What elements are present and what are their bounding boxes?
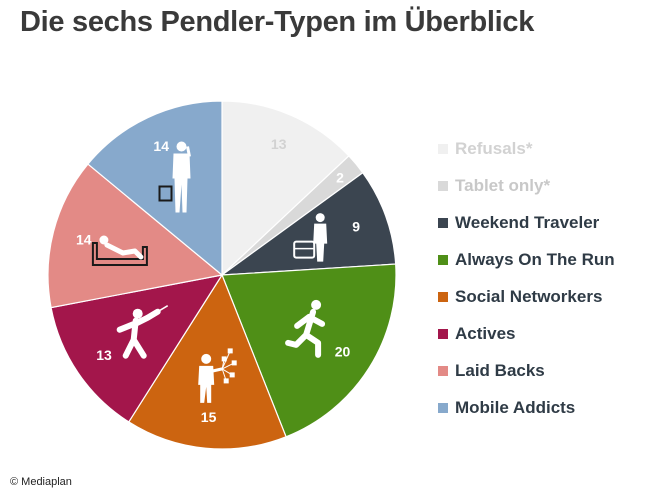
legend-swatch <box>438 365 448 376</box>
legend-label: Always On The Run <box>455 249 615 269</box>
runner-icon <box>285 299 326 358</box>
legend-label: Social Networkers <box>455 286 603 306</box>
slice-always-on-the-run <box>221 263 397 438</box>
slice-mobile-addicts <box>87 100 223 277</box>
reclining-person-icon <box>91 235 148 266</box>
value-label-weekend-traveler: 9 <box>352 219 360 235</box>
pie-chart: 13 2 9 20 15 13 14 14 <box>47 100 397 450</box>
legend-swatch <box>438 254 448 265</box>
legend-label: Refusals* <box>455 138 533 158</box>
legend-item-weekend-traveler: Weekend Traveler <box>438 204 615 241</box>
legend-swatch <box>438 291 448 302</box>
legend-item-mobile-addicts: Mobile Addicts <box>438 389 615 426</box>
businessman-phone-icon <box>158 141 191 213</box>
legend-swatch <box>438 180 448 191</box>
legend-label: Tablet only* <box>455 175 551 195</box>
networker-icon <box>198 348 237 403</box>
traveler-with-suitcase-icon <box>293 213 328 262</box>
legend-item-actives: Actives <box>438 315 615 352</box>
value-label-refusals: 13 <box>271 136 287 152</box>
legend-swatch <box>438 143 448 154</box>
value-label-laid-backs: 14 <box>76 232 92 248</box>
legend-swatch <box>438 402 448 413</box>
slice-laid-backs <box>47 163 224 309</box>
legend-item-tablet-only: Tablet only* <box>438 167 615 204</box>
slice-weekend-traveler <box>219 171 397 276</box>
fencer-icon <box>116 305 169 359</box>
value-label-tablet-only: 2 <box>336 169 344 185</box>
slice-refusals <box>221 100 350 277</box>
legend-swatch <box>438 328 448 339</box>
legend-label: Weekend Traveler <box>455 212 600 232</box>
pie-slices <box>47 100 397 450</box>
legend-swatch <box>438 217 448 228</box>
legend-label: Actives <box>455 323 516 343</box>
legend-label: Mobile Addicts <box>455 397 576 417</box>
value-label-mobile-addicts: 14 <box>153 138 169 154</box>
legend-item-laid-backs: Laid Backs <box>438 352 615 389</box>
legend-item-social-networkers: Social Networkers <box>438 278 615 315</box>
legend-label: Laid Backs <box>455 360 545 380</box>
value-labels: 13 2 9 20 15 13 14 14 <box>76 136 360 425</box>
legend: Refusals* Tablet only* Weekend Traveler Alw… <box>438 130 615 426</box>
chart-title: Die sechs Pendler-Typen im Überblick <box>20 6 535 38</box>
value-label-always-on-the-run: 20 <box>335 344 351 360</box>
value-label-actives: 13 <box>96 347 112 363</box>
legend-item-refusals: Refusals* <box>438 130 615 167</box>
legend-item-always-on-the-run: Always On The Run <box>438 241 615 278</box>
slice-icons <box>91 141 328 403</box>
value-label-social-networkers: 15 <box>201 409 217 425</box>
copyright: © Mediaplan <box>10 476 72 488</box>
